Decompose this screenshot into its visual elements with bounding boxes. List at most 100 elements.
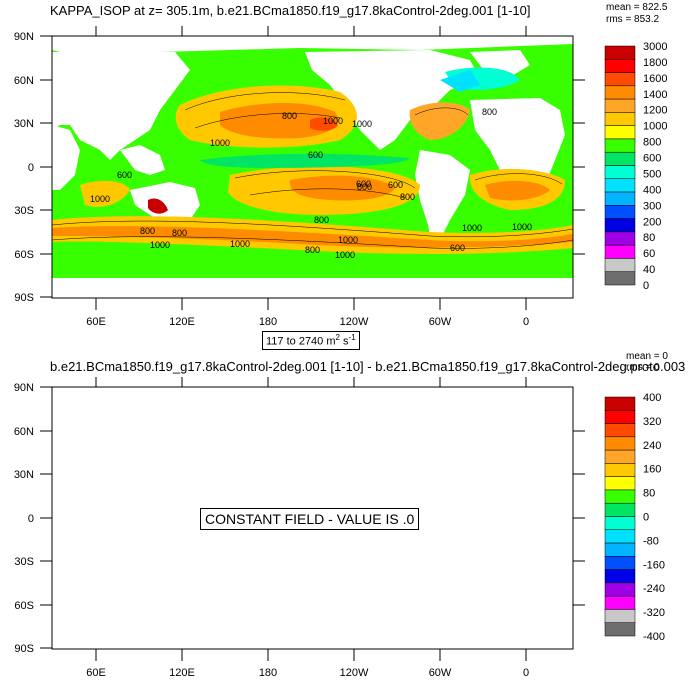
colorbar-swatch <box>604 85 636 100</box>
contour-label: 1000 <box>338 235 358 245</box>
panel1-lon-axis: 60E 120E 180 120W 60W 0 <box>86 316 529 328</box>
colorbar-label: -400 <box>643 631 665 643</box>
colorbar-label: 240 <box>643 440 661 452</box>
panel1-rms: rms = 853.2 <box>606 14 660 25</box>
colorbar-swatch <box>604 396 636 411</box>
colorbar-swatch <box>604 165 636 180</box>
colorbar-label: 60 <box>643 248 655 260</box>
lat-label: 90N <box>14 382 34 394</box>
band-subtropical-north-pacific-core <box>220 103 339 139</box>
colorbar-label: 40 <box>643 264 655 276</box>
lon-label: 60E <box>86 316 106 328</box>
band-south-pacific-core <box>289 175 395 201</box>
colorbar-label: 80 <box>643 488 655 500</box>
contour-label: 1000 <box>150 240 170 250</box>
contour-label: 800 <box>305 245 320 255</box>
colorbar-swatch <box>604 569 636 584</box>
colorbar-swatch <box>604 72 636 87</box>
lon-label: 60E <box>86 667 106 679</box>
colorbar-label: -320 <box>643 607 665 619</box>
lon-label: 120E <box>169 316 195 328</box>
colorbar-swatch <box>604 178 636 193</box>
lon-label: 60W <box>429 316 452 328</box>
land-australia <box>130 182 200 225</box>
lat-label: 30N <box>14 469 34 481</box>
colorbar-label: 300 <box>643 200 661 212</box>
panel1-mean: mean = 822.5 <box>606 2 668 13</box>
contour-label: 600 <box>450 243 465 253</box>
colorbar-label: -240 <box>643 583 665 595</box>
panel2-lat-axis: 90N 60N 30N 0 30S 60S 90S <box>14 382 34 655</box>
colorbar-label: 600 <box>643 153 661 165</box>
contour-label-group: 800 1000 1000 600 600 1000 800 1000 800 … <box>90 107 532 260</box>
colorbar-swatch <box>604 529 636 544</box>
colorbar-label: 1800 <box>643 57 667 69</box>
colorbar-swatch <box>604 423 636 438</box>
lon-label: 120W <box>340 316 369 328</box>
colorbar-label: 320 <box>643 416 661 428</box>
colorbar-label: 3000 <box>643 41 667 53</box>
colorbar-label: 1000 <box>643 121 667 133</box>
lat-label: 0 <box>28 162 34 174</box>
panel1-range-box: 117 to 2740 m2 s-1 <box>262 331 360 350</box>
band-southern-ocean-core <box>52 226 573 248</box>
band-agulhas-max <box>148 198 168 214</box>
panel1-lat-ticks <box>40 35 585 298</box>
panel2-rms: rms = 0 <box>626 362 660 373</box>
colorbar-label: -80 <box>643 535 659 547</box>
colorbar-swatch <box>604 556 636 570</box>
lat-label: 30N <box>14 118 34 130</box>
lon-label: 0 <box>523 316 529 328</box>
panel2-colorbar-labels: 400 320 240 160 80 0 -80 -160 -240 -320 -400 <box>643 392 665 643</box>
constant-field-message: CONSTANT FIELD - VALUE IS .0 <box>200 508 420 530</box>
range-unit2: s <box>339 335 349 348</box>
colorbar-swatch <box>604 138 636 153</box>
colorbar-label: 500 <box>643 168 661 180</box>
panel1-colorbar <box>604 45 636 286</box>
contour-label: 1000 <box>462 223 482 233</box>
panel2-colorbar <box>604 396 636 637</box>
range-sup: 2 <box>335 333 340 342</box>
colorbar-swatch <box>604 244 636 259</box>
contour-label: 800 <box>482 107 497 117</box>
colorbar-swatch <box>604 191 636 206</box>
panel1-lon-ticks <box>95 26 527 310</box>
lat-label: 90S <box>14 643 34 655</box>
colorbar-swatch <box>604 151 636 166</box>
contour-label: 1000 <box>512 222 532 232</box>
colorbar-swatch <box>604 98 636 113</box>
contour-label: 1000 <box>90 194 110 204</box>
colorbar-swatch <box>604 609 636 623</box>
contour-label: 800 <box>314 215 329 225</box>
contour-label: 800 <box>400 192 415 202</box>
colorbar-swatch <box>604 463 636 477</box>
colorbar-swatch <box>604 502 636 517</box>
colorbar-swatch <box>604 410 636 424</box>
land-greenland <box>470 50 530 80</box>
colorbar-swatch <box>604 112 636 126</box>
band-arctic <box>440 70 480 92</box>
colorbar-swatch <box>604 59 636 73</box>
colorbar-swatch <box>604 595 636 610</box>
colorbar-swatch <box>604 231 636 246</box>
lat-label: 0 <box>28 513 34 525</box>
contour-label: 1000 <box>230 239 250 249</box>
band-north-atlantic <box>409 102 470 140</box>
lat-label: 30S <box>14 205 34 217</box>
panel1-map: 800 1000 1000 600 600 1000 800 1000 800 … <box>14 26 667 328</box>
lat-label: 90N <box>14 31 34 43</box>
band-equatorial-pacific <box>200 153 410 168</box>
colorbar-label: 400 <box>643 392 661 404</box>
colorbar-label: -160 <box>643 559 665 571</box>
colorbar-label: 1200 <box>643 105 667 117</box>
colorbar-label: 1600 <box>643 73 667 85</box>
colorbar-label: 160 <box>643 464 661 476</box>
lat-label: 60S <box>14 600 34 612</box>
colorbar-swatch <box>604 436 636 451</box>
colorbar-swatch <box>604 516 636 531</box>
colorbar-label: 0 <box>643 280 649 292</box>
lon-label: 60W <box>429 667 452 679</box>
colorbar-swatch <box>604 476 636 491</box>
lon-label: 120E <box>169 667 195 679</box>
colorbar-swatch <box>604 542 636 557</box>
